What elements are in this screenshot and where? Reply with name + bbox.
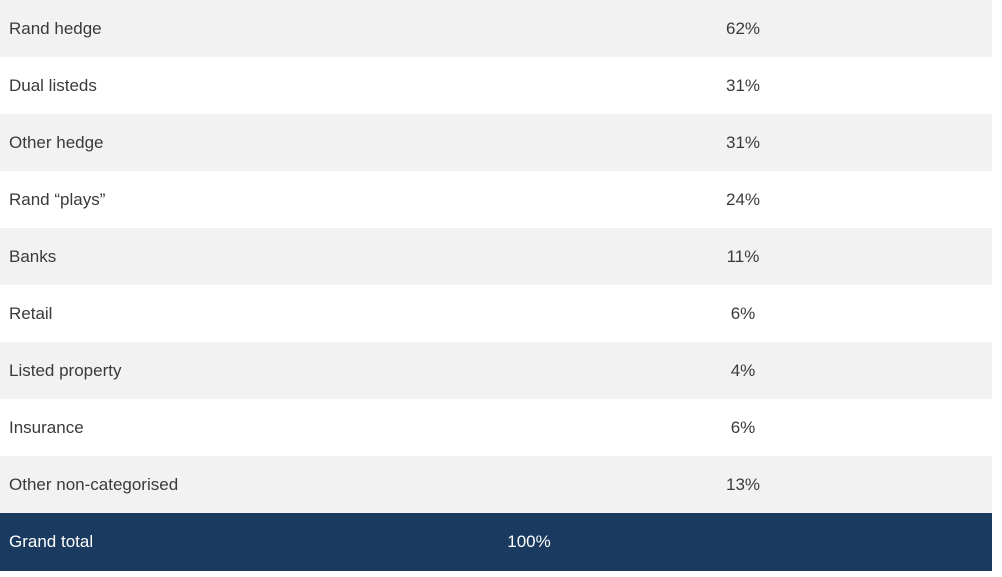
table-row: Listed property 4% (0, 342, 992, 399)
row-label: Banks (9, 247, 57, 266)
row-value: 11% (726, 247, 760, 266)
row-value: 4% (730, 361, 756, 380)
row-value: 13% (725, 475, 761, 494)
row-value: 6% (730, 418, 756, 437)
table-row: Banks 11% (0, 228, 992, 285)
row-value: 62% (725, 19, 761, 38)
row-value: 31% (725, 133, 761, 152)
row-label: Rand “plays” (9, 190, 106, 209)
table-row: Other hedge 31% (0, 114, 992, 171)
table-row: Insurance 6% (0, 399, 992, 456)
allocation-table: Rand hedge 62% Dual listeds 31% Other he… (0, 0, 992, 571)
table-row: Retail 6% (0, 285, 992, 342)
table-row: Other non-categorised 13% (0, 456, 992, 513)
row-label: Other non-categorised (9, 475, 179, 494)
grand-total-value: 100% (507, 532, 551, 551)
grand-total-label: Grand total (9, 532, 94, 551)
row-label: Retail (9, 304, 53, 323)
row-label: Listed property (9, 361, 122, 380)
row-value: 31% (725, 76, 761, 95)
table-row: Dual listeds 31% (0, 57, 992, 114)
row-label: Rand hedge (9, 19, 102, 38)
row-label: Insurance (9, 418, 84, 437)
table-row: Rand “plays” 24% (0, 171, 992, 228)
row-value: 6% (730, 304, 756, 323)
table-row: Rand hedge 62% (0, 0, 992, 57)
row-label: Other hedge (9, 133, 104, 152)
grand-total-row: Grand total 100% (0, 513, 992, 571)
row-value: 24% (725, 190, 761, 209)
row-label: Dual listeds (9, 76, 97, 95)
